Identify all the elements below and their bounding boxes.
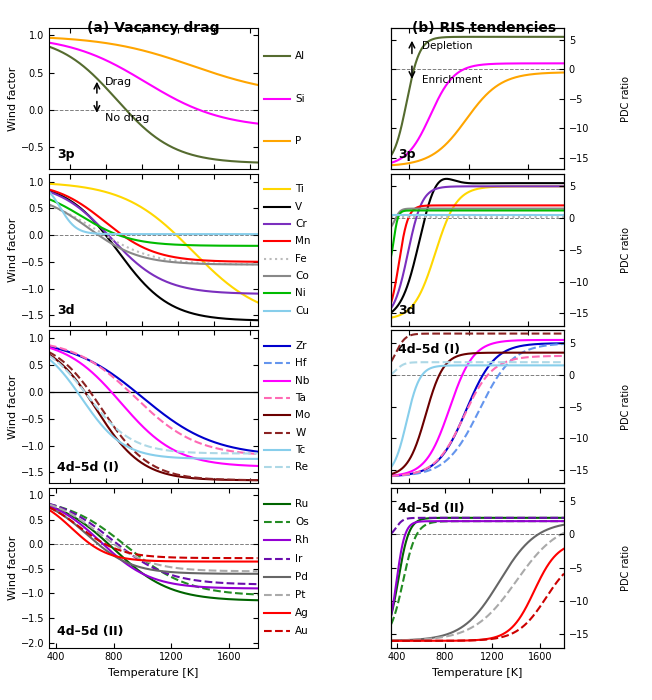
Text: 3p: 3p: [398, 148, 415, 161]
Text: Zr: Zr: [295, 341, 307, 351]
Text: Depletion: Depletion: [422, 41, 473, 51]
Text: Re: Re: [295, 462, 308, 472]
Text: PDC ratio: PDC ratio: [621, 227, 631, 273]
Text: 4d–5d (I): 4d–5d (I): [398, 343, 460, 356]
Text: No drag: No drag: [105, 113, 149, 123]
Text: PDC ratio: PDC ratio: [621, 384, 631, 430]
Text: V: V: [295, 202, 303, 211]
Text: (b) RIS tendencies: (b) RIS tendencies: [412, 21, 556, 35]
Text: Enrichment: Enrichment: [422, 75, 482, 85]
Text: P: P: [295, 136, 302, 146]
X-axis label: Temperature [K]: Temperature [K]: [108, 668, 198, 678]
Text: Nb: Nb: [295, 376, 310, 386]
Text: Os: Os: [295, 517, 309, 527]
Text: Hf: Hf: [295, 358, 307, 368]
Text: W: W: [295, 428, 306, 438]
Y-axis label: Wind factor: Wind factor: [8, 536, 18, 600]
Text: Co: Co: [295, 271, 309, 281]
Text: 4d–5d (II): 4d–5d (II): [57, 624, 124, 638]
Text: PDC ratio: PDC ratio: [621, 76, 631, 122]
Text: Mn: Mn: [295, 236, 311, 246]
Text: Drag: Drag: [105, 76, 132, 87]
Text: Si: Si: [295, 94, 305, 104]
Text: Mo: Mo: [295, 410, 310, 421]
Y-axis label: Wind factor: Wind factor: [8, 218, 18, 282]
Text: Al: Al: [295, 51, 306, 61]
Text: (a) Vacancy drag: (a) Vacancy drag: [87, 21, 220, 35]
Text: 3d: 3d: [398, 304, 415, 317]
Text: Rh: Rh: [295, 536, 309, 545]
Y-axis label: Wind factor: Wind factor: [8, 374, 18, 439]
Text: Fe: Fe: [295, 253, 307, 264]
Text: 4d–5d (I): 4d–5d (I): [57, 461, 119, 474]
Text: Ta: Ta: [295, 393, 306, 403]
Text: Pd: Pd: [295, 572, 308, 582]
Text: Au: Au: [295, 626, 309, 636]
Text: Pt: Pt: [295, 590, 306, 600]
Text: PDC ratio: PDC ratio: [621, 545, 631, 591]
Text: Ag: Ag: [295, 608, 309, 618]
Text: Cr: Cr: [295, 219, 307, 229]
Text: Tc: Tc: [295, 445, 306, 455]
Text: Ni: Ni: [295, 288, 306, 298]
Text: Ru: Ru: [295, 499, 308, 509]
Text: Cu: Cu: [295, 305, 309, 316]
Text: 3d: 3d: [57, 304, 75, 317]
Text: 4d–5d (II): 4d–5d (II): [398, 502, 465, 514]
X-axis label: Temperature [K]: Temperature [K]: [432, 668, 523, 678]
Text: 3p: 3p: [57, 148, 75, 161]
Text: Ir: Ir: [295, 554, 303, 564]
Text: Ti: Ti: [295, 184, 304, 195]
Y-axis label: Wind factor: Wind factor: [8, 66, 18, 131]
